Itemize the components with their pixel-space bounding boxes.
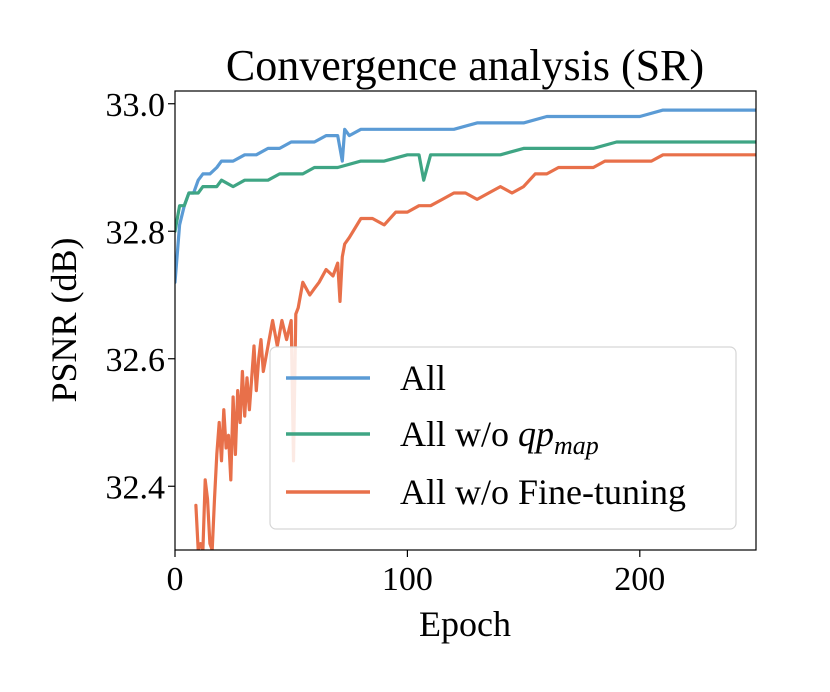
- y-tick-label: 33.0: [106, 87, 166, 124]
- chart-title: Convergence analysis (SR): [226, 41, 704, 90]
- legend-label-3: All w/o Fine-tuning: [400, 472, 686, 512]
- x-tick-label: 200: [614, 561, 665, 598]
- series-line-3: [194, 153, 756, 550]
- series-line-2: [175, 140, 756, 233]
- legend-box: [269, 346, 737, 530]
- y-tick-label: 32.4: [106, 469, 166, 506]
- y-axis-label: PSNR (dB): [44, 237, 84, 402]
- x-axis-label: Epoch: [419, 604, 511, 644]
- plot-area: [174, 90, 757, 551]
- legend: All All w/o qpmap All w/o Fine-tuning: [269, 346, 737, 530]
- legend-label-2: All w/o qpmap: [400, 414, 599, 460]
- legend-label-1: All: [400, 358, 446, 398]
- x-tick-label: 100: [382, 561, 433, 598]
- plot-frame: [174, 90, 757, 551]
- x-tick-label: 0: [167, 561, 184, 598]
- y-axis: 32.4 32.6 32.8 33.0: [106, 87, 175, 506]
- x-axis: 0 100 200: [167, 550, 665, 598]
- series-layer: [175, 108, 756, 550]
- series-line-1: [175, 108, 756, 284]
- y-tick-label: 32.6: [106, 342, 166, 379]
- y-tick-label: 32.8: [106, 214, 166, 251]
